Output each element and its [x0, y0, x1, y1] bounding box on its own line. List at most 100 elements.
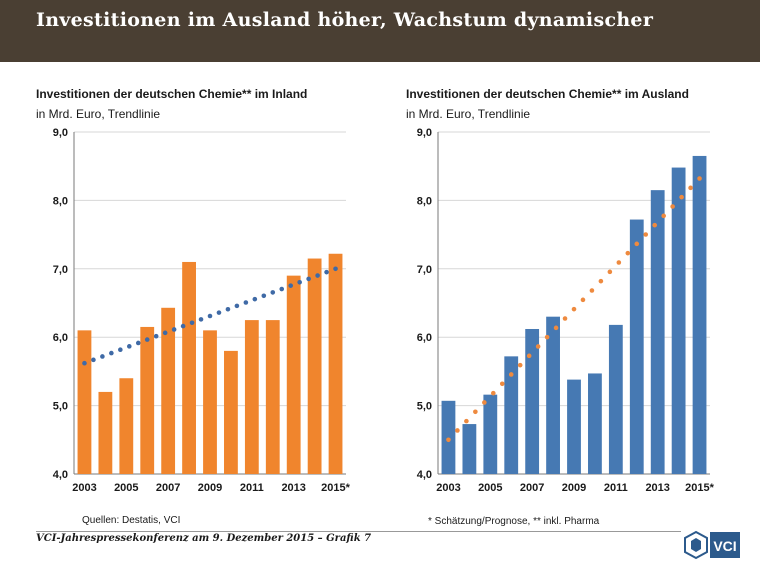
bar: [119, 378, 134, 474]
trend-dot: [82, 360, 87, 366]
bar: [692, 155, 707, 474]
y-tick-label: 6,0: [53, 332, 68, 344]
y-tick-label: 4,0: [53, 469, 68, 481]
trend-dot: [198, 317, 204, 322]
y-tick-label: 5,0: [53, 401, 68, 413]
trend-dot: [661, 213, 666, 219]
trend-dot: [499, 381, 505, 387]
trend-dot: [616, 260, 622, 265]
bar: [328, 253, 343, 474]
y-tick-label: 8,0: [417, 195, 432, 207]
x-tick-label: 2011: [240, 482, 264, 494]
trend-dot: [279, 286, 285, 292]
bar: [182, 261, 196, 474]
title-banner: Investitionen im Ausland höher, Wachstum…: [0, 0, 760, 62]
trend-dot: [171, 327, 177, 332]
trend-dot: [144, 337, 150, 342]
y-tick-label: 7,0: [53, 264, 68, 276]
trend-dot: [225, 306, 231, 312]
bar: [286, 275, 301, 474]
trend-dot: [315, 273, 320, 278]
trend-dot: [216, 310, 222, 315]
y-tick-label: 6,0: [417, 332, 432, 344]
x-tick-label: 2015*: [321, 482, 350, 494]
y-tick-label: 5,0: [417, 401, 432, 413]
trend-dot: [473, 409, 478, 415]
bar: [608, 324, 623, 474]
trend-dot: [562, 316, 568, 321]
trend-dot: [544, 334, 550, 340]
trend-dot: [109, 350, 114, 356]
trend-dot: [679, 194, 684, 200]
footer-divider: [36, 531, 681, 532]
trend-dot: [652, 222, 658, 228]
x-tick-label: 2005: [478, 482, 502, 494]
trend-dot: [670, 204, 675, 209]
trend-dot: [526, 353, 532, 359]
bar: [265, 320, 280, 474]
trend-dot: [288, 283, 294, 288]
x-tick-label: 2009: [562, 482, 586, 494]
trend-dot: [634, 241, 640, 247]
trend-dot: [135, 340, 141, 346]
x-tick-label: 2005: [114, 482, 138, 494]
trend-dot: [490, 390, 496, 396]
vci-logo: VCI: [684, 530, 740, 560]
bar: [77, 330, 92, 474]
chart-subtitle-inland: in Mrd. Euro, Trendlinie: [36, 107, 161, 121]
chart-ausland: 4,0 5,0 6,0 7,0 8,0 9,0 2003 2005 2007 2009 2011 20…: [417, 127, 715, 494]
bar: [140, 326, 155, 474]
bar: [224, 350, 238, 474]
trend-dot: [153, 333, 159, 339]
trend-dot: [482, 400, 487, 405]
trend-dot: [252, 296, 258, 302]
trend-dot: [243, 300, 249, 305]
chart-subtitle-ausland: in Mrd. Euro, Trendlinie: [406, 107, 531, 121]
trend-dot: [643, 232, 649, 237]
vci-logo-box: [710, 532, 740, 558]
y-tick-label: 4,0: [417, 469, 432, 481]
trend-dot: [455, 428, 460, 433]
trend-dot: [697, 176, 702, 181]
vci-logo-text: VCI: [713, 538, 736, 554]
bar: [203, 330, 217, 474]
bar: [504, 356, 519, 474]
trend-dot: [517, 362, 523, 368]
vci-logo-inner-hexagon: [691, 538, 701, 552]
trend-dot: [91, 357, 96, 363]
bar: [244, 320, 259, 474]
trend-dot: [553, 325, 559, 331]
y-tick-label: 9,0: [417, 127, 432, 139]
bar: [441, 400, 456, 474]
trend-dot: [607, 269, 613, 275]
trend-dot: [270, 290, 276, 295]
bar: [307, 258, 322, 474]
trend-dot: [126, 344, 132, 349]
trend-dot: [261, 293, 267, 299]
trend-dot: [598, 278, 604, 284]
x-tick-label: 2009: [198, 482, 222, 494]
footer-caption: VCI-Jahrespressekonferenz am 9. Dezember…: [36, 533, 372, 544]
trend-dot: [180, 323, 186, 329]
bar: [462, 424, 477, 474]
trend-dot: [464, 418, 469, 424]
bar: [98, 391, 113, 474]
trend-dot: [625, 250, 631, 256]
trend-dot: [580, 297, 586, 303]
trend-dot: [571, 306, 577, 312]
y-tick-label: 7,0: [417, 264, 432, 276]
chart-inland: 4,0 5,0 6,0 7,0 8,0 9,0 2003 2005 2007 2009 2011 20…: [53, 127, 351, 494]
trend-dot: [306, 276, 311, 282]
bar: [525, 328, 540, 474]
page-title: Investitionen im Ausland höher, Wachstum…: [36, 9, 654, 31]
trend-dot: [589, 288, 595, 293]
trend-dot: [688, 185, 693, 191]
bar: [567, 379, 581, 474]
bar: [629, 219, 644, 474]
trend-dot: [535, 344, 541, 349]
bar: [650, 190, 665, 474]
trend-dot: [324, 269, 329, 275]
x-tick-label: 2011: [604, 482, 628, 494]
trend-dot: [100, 354, 105, 359]
x-tick-label: 2015*: [685, 482, 714, 494]
